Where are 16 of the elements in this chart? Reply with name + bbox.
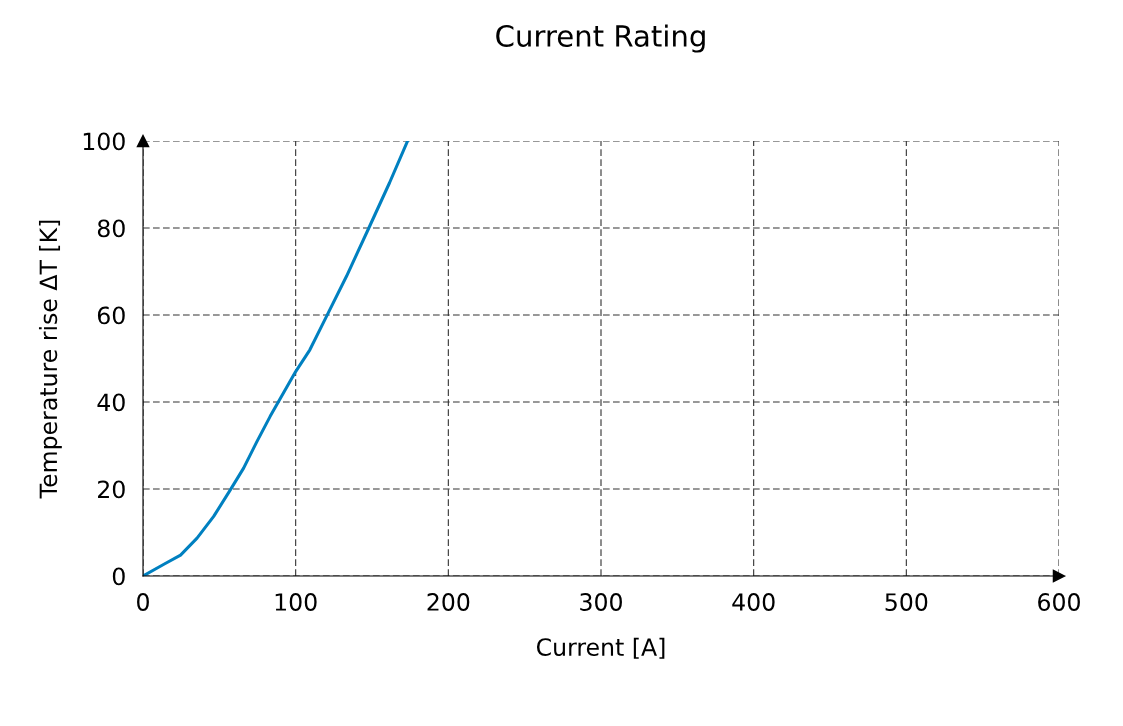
- x-tick-label: 500: [885, 593, 928, 611]
- y-axis-title: Temperature rise ΔT [K]: [38, 220, 62, 499]
- chart-title: Current Rating: [496, 24, 705, 53]
- x-axis-title: Current [A]: [536, 637, 665, 659]
- y-tick-label: 40: [97, 393, 125, 412]
- x-tick-label: 600: [1038, 593, 1080, 611]
- x-tick-label: 300: [580, 593, 622, 611]
- x-tick-label: 0: [137, 593, 149, 611]
- y-tick-label: 80: [97, 219, 125, 238]
- y-tick-label: 20: [98, 480, 125, 499]
- y-tick-label: 100: [83, 132, 125, 151]
- x-tick-label: 400: [732, 593, 775, 611]
- x-tick-label: 200: [427, 593, 470, 611]
- y-tick-label: 60: [97, 306, 125, 325]
- x-tick-label: 100: [275, 593, 317, 611]
- y-tick-label: 0: [112, 567, 125, 586]
